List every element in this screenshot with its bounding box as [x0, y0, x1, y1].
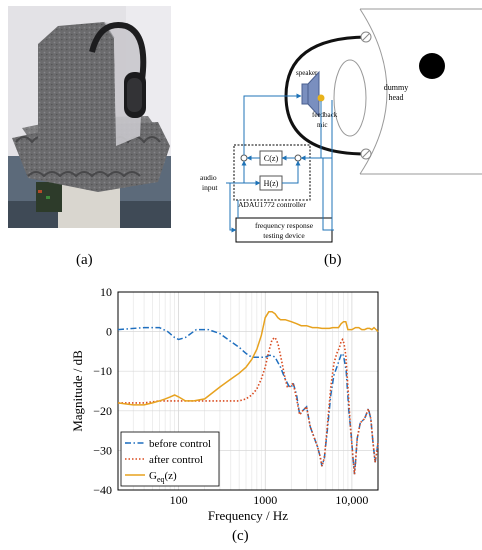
feedback-mic-label-1: feedback [312, 111, 338, 119]
frequency-response-testing-device [235, 217, 333, 243]
c-block-label: C(z) [264, 154, 279, 163]
feedback-mic-icon [317, 94, 325, 102]
legend-label: Geq(z) [149, 470, 177, 484]
y-tick-label: −40 [93, 483, 112, 497]
sum-junction-right [294, 154, 302, 162]
legend-label: after control [149, 454, 203, 466]
dummy-head-outline [360, 8, 482, 175]
panel-label-c: (c) [232, 528, 249, 544]
y-tick-label: −30 [93, 443, 112, 457]
sum-junction-left [240, 154, 248, 162]
legend-label: before control [149, 438, 211, 450]
x-tick-label: 100 [170, 493, 188, 507]
speaker-icon [301, 83, 309, 105]
dummy-head-eye [419, 53, 445, 79]
plot-frame [117, 291, 379, 491]
panel-label-a: (a) [76, 252, 93, 268]
x-tick-label: 10,000 [335, 493, 368, 507]
dummy-head-label-1: dummy [384, 83, 408, 92]
y-tick-label: 10 [100, 285, 112, 299]
controller-label: ADAU1772 controller [238, 200, 306, 209]
frt-label-2: testing device [263, 231, 305, 240]
audio-input-label-2: input [202, 183, 218, 192]
photo-dummy-head-headphones [8, 6, 171, 228]
y-tick-label: −10 [93, 364, 112, 378]
y-axis-label: Magnitude / dB [70, 350, 85, 432]
x-axis-label: Frequency / Hz [208, 508, 288, 523]
y-tick-label: 0 [106, 325, 112, 339]
series-line-3 [117, 311, 379, 406]
frt-label-1: frequency response [255, 221, 314, 230]
signal-wiring [226, 93, 334, 233]
legend-box [120, 431, 220, 487]
audio-input-label-1: audio [200, 173, 217, 182]
feedback-mic-label-2: mic [317, 121, 328, 129]
dummy-head-label-2: head [388, 93, 403, 102]
h-block-label: H(z) [264, 179, 279, 188]
chart-legend: before control after control Geq(z) [120, 431, 220, 487]
x-tick-label: 1000 [253, 493, 277, 507]
speaker-label: speaker [296, 69, 318, 77]
series-line-1 [117, 326, 379, 475]
y-tick-label: −20 [93, 404, 112, 418]
frequency-response-chart: 100 1000 10,000 10 0 −10 −20 −30 −40 Frequency /… [0, 284, 482, 524]
adau1772-controller-box [233, 144, 311, 201]
series-layer [117, 311, 379, 475]
panel-label-b: (b) [324, 252, 342, 268]
block-diagram: dummy head speaker feedback mic ADAU1772… [182, 0, 482, 245]
series-line-2 [118, 336, 379, 475]
